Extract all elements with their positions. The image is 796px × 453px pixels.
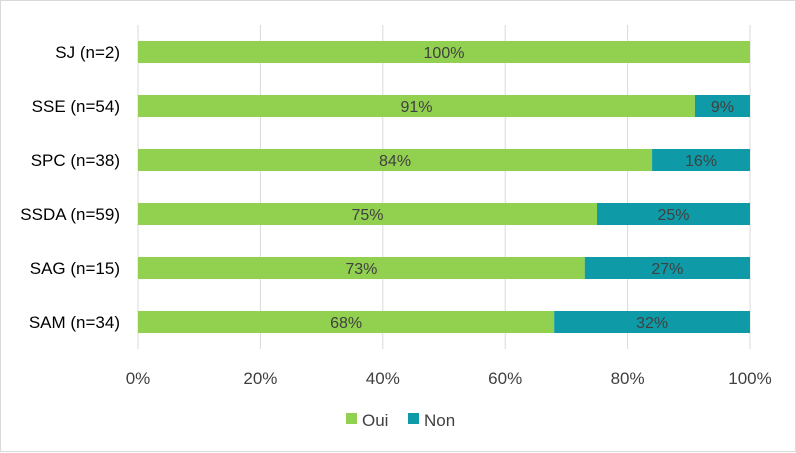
bar-non xyxy=(597,203,750,225)
category-label: SAM (n=34) xyxy=(29,313,120,332)
legend-swatch-non xyxy=(408,413,419,424)
data-label-oui: 84% xyxy=(379,153,411,170)
bar-oui xyxy=(138,257,585,279)
bar-non xyxy=(554,311,750,333)
bar-non xyxy=(584,257,750,279)
category-label: SPC (n=38) xyxy=(31,151,120,170)
data-label-oui: 75% xyxy=(351,207,383,224)
bar-oui xyxy=(138,41,750,63)
legend: Oui Non xyxy=(346,411,455,430)
category-label: SSDA (n=59) xyxy=(20,205,120,224)
data-label-non: 27% xyxy=(651,261,683,278)
bar-non xyxy=(694,95,750,117)
bar-oui xyxy=(138,311,555,333)
bar-oui xyxy=(138,203,597,225)
x-tick-labels: 0% 20% 40% 60% 80% 100% xyxy=(126,369,772,388)
legend-swatch-oui xyxy=(346,413,357,424)
category-label: SJ (n=2) xyxy=(55,43,120,62)
x-tick-label: 40% xyxy=(366,369,400,388)
bar-oui xyxy=(138,149,653,171)
data-label-non: 16% xyxy=(685,153,717,170)
data-label-oui: 68% xyxy=(330,315,362,332)
category-label: SAG (n=15) xyxy=(30,259,120,278)
bar-non xyxy=(652,149,750,171)
legend-label-non: Non xyxy=(424,411,455,430)
data-label-oui: 100% xyxy=(424,45,465,62)
bar-oui xyxy=(138,95,695,117)
x-tick-label: 80% xyxy=(611,369,645,388)
gridlines xyxy=(137,25,751,349)
legend-label-oui: Oui xyxy=(362,411,388,430)
category-label: SSE (n=54) xyxy=(32,97,120,116)
x-tick-label: 20% xyxy=(243,369,277,388)
bars: 100% 91% 9% 84% 16% 75% 25% 73% 27% 68% 32% xyxy=(138,41,750,333)
data-label-non: 32% xyxy=(636,315,668,332)
x-tick-label: 0% xyxy=(126,369,151,388)
category-labels: SJ (n=2) SSE (n=54) SPC (n=38) SSDA (n=59) S… xyxy=(20,43,120,332)
data-label-non: 25% xyxy=(657,207,689,224)
data-label-non: 9% xyxy=(711,99,734,116)
data-label-oui: 91% xyxy=(400,99,432,116)
x-tick-label: 100% xyxy=(728,369,771,388)
data-label-oui: 73% xyxy=(345,261,377,278)
x-tick-label: 60% xyxy=(488,369,522,388)
